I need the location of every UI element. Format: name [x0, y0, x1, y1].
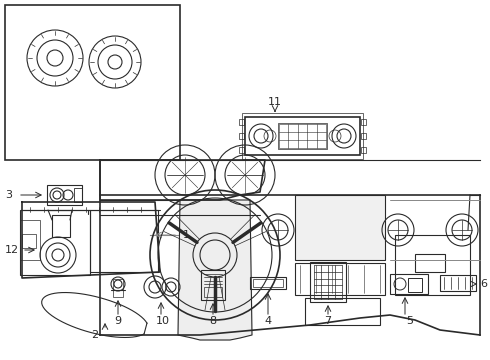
Bar	[305, 298, 380, 325]
Bar	[22, 234, 36, 248]
Bar	[415, 254, 445, 272]
Bar	[361, 147, 366, 153]
Text: 3: 3	[5, 190, 12, 200]
Text: 11: 11	[268, 97, 282, 107]
Bar	[395, 235, 470, 295]
Text: 5: 5	[407, 316, 414, 326]
Bar	[20, 210, 90, 275]
Text: 7: 7	[324, 316, 332, 326]
Bar	[408, 278, 422, 292]
Text: 10: 10	[156, 316, 170, 326]
Bar	[239, 119, 244, 125]
Text: 4: 4	[265, 316, 271, 326]
Bar	[239, 147, 244, 153]
Bar	[20, 220, 40, 260]
Bar	[90, 210, 158, 272]
Bar	[295, 195, 385, 260]
Text: 2: 2	[92, 330, 98, 340]
Bar	[361, 133, 366, 139]
Bar	[113, 279, 123, 297]
Bar	[250, 277, 286, 289]
Bar	[245, 117, 360, 155]
Bar	[440, 275, 476, 291]
Bar	[390, 274, 428, 294]
Bar	[5, 5, 180, 160]
Bar	[242, 113, 363, 159]
Bar	[74, 188, 82, 202]
Text: 6: 6	[480, 279, 487, 289]
Text: 9: 9	[115, 316, 122, 326]
Bar	[52, 215, 70, 237]
Bar	[239, 133, 244, 139]
Bar	[310, 262, 346, 302]
Bar	[253, 279, 283, 287]
Polygon shape	[178, 200, 252, 340]
Text: 12: 12	[5, 245, 19, 255]
Bar	[204, 287, 222, 297]
Text: 1: 1	[183, 230, 190, 240]
Bar	[361, 119, 366, 125]
Bar	[295, 263, 385, 295]
Bar	[201, 270, 225, 300]
Bar	[47, 185, 82, 205]
Text: 8: 8	[209, 316, 217, 326]
Bar	[278, 123, 327, 149]
